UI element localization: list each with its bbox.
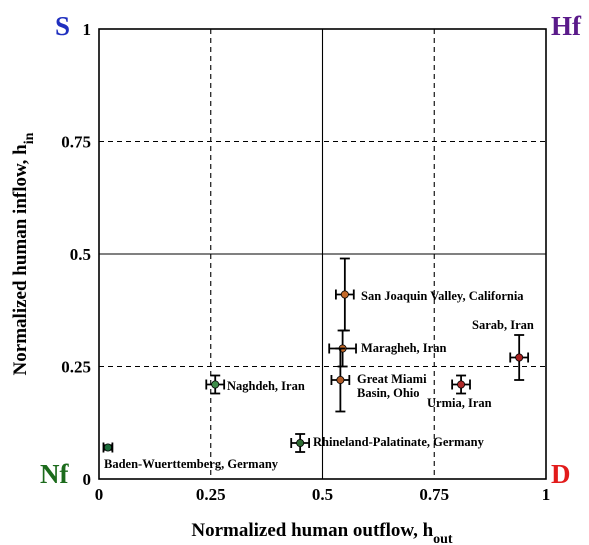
point-label: Baden-Wuerttemberg, Germany xyxy=(104,457,279,471)
data-point: Naghdeh, Iran xyxy=(205,374,305,395)
point-label: Rhineland-Palatinate, Germany xyxy=(313,435,485,449)
point-marker xyxy=(296,438,305,447)
point-marker xyxy=(211,380,220,389)
point-marker xyxy=(340,290,349,299)
data-point: Rhineland-Palatinate, Germany xyxy=(290,433,485,453)
point-marker xyxy=(515,353,524,362)
data-points: Baden-Wuerttemberg, Germany Naghdeh, Iran… xyxy=(102,257,534,471)
grid-lines xyxy=(99,29,546,479)
y-tick-label: 0.5 xyxy=(70,245,91,264)
data-point: San Joaquin Valley, California xyxy=(335,257,524,332)
data-point: Urmia, Iran xyxy=(427,374,492,410)
x-axis-label: Normalized human outflow, hout xyxy=(191,520,453,545)
y-tick-label: 0 xyxy=(83,470,92,489)
corner-label-s: S xyxy=(55,11,70,41)
point-marker xyxy=(336,375,345,384)
point-label: Sarab, Iran xyxy=(472,318,534,332)
y-tick-label: 0.25 xyxy=(61,358,91,377)
corner-label-nf: Nf xyxy=(40,459,69,489)
tick-labels: 0 0.25 0.5 0.75 1 0 0.25 0.5 0.75 1 xyxy=(61,20,550,504)
data-point: Baden-Wuerttemberg, Germany xyxy=(102,442,279,471)
data-point: Maragheh, Iran xyxy=(328,329,446,368)
point-label: Maragheh, Iran xyxy=(361,341,446,355)
corner-label-hf: Hf xyxy=(551,11,582,41)
y-tick-label: 1 xyxy=(83,20,92,39)
x-tick-label: 1 xyxy=(542,485,551,504)
x-tick-label: 0 xyxy=(95,485,104,504)
data-point: Great Miami Basin, Ohio xyxy=(330,347,427,413)
point-label: San Joaquin Valley, California xyxy=(361,289,524,303)
y-axis-label: Normalized human inflow, hin xyxy=(10,132,37,375)
x-tick-label: 0.75 xyxy=(419,485,449,504)
point-label: Urmia, Iran xyxy=(427,396,492,410)
corner-label-d: D xyxy=(551,459,571,489)
point-label: Great Miami Basin, Ohio xyxy=(357,372,427,400)
point-label: Naghdeh, Iran xyxy=(227,379,305,393)
point-marker xyxy=(103,443,112,452)
x-tick-label: 0.25 xyxy=(196,485,226,504)
point-marker xyxy=(457,380,466,389)
data-point: Sarab, Iran xyxy=(472,318,534,381)
x-tick-label: 0.5 xyxy=(312,485,333,504)
y-tick-label: 0.75 xyxy=(61,133,91,152)
